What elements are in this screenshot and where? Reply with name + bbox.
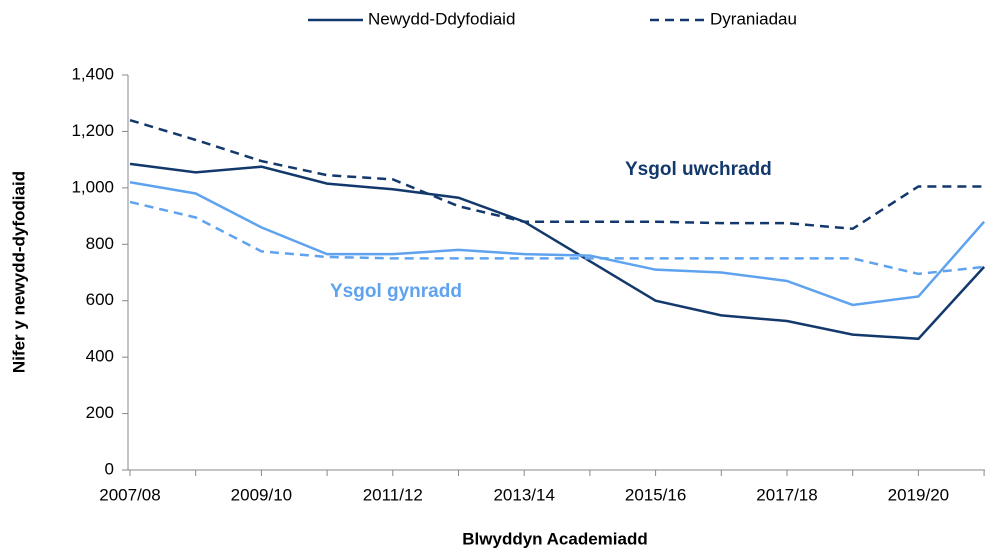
x-tick-label: 2017/18: [756, 485, 817, 504]
legend-label: Dyraniadau: [710, 9, 797, 28]
series-line: [129, 180, 985, 307]
series-line: [129, 118, 985, 231]
x-tick-label: 2015/16: [625, 485, 686, 504]
y-tick-label: 400: [86, 347, 114, 366]
series-line: [129, 200, 985, 276]
y-axis-title: Nifer y newydd-dyfodiaid: [9, 171, 28, 373]
annotation: Ysgol gynradd: [330, 281, 462, 302]
series-line: [129, 162, 985, 341]
x-axis-title: Blwyddyn Academiadd: [462, 529, 647, 548]
x-tick-label: 2019/20: [888, 485, 949, 504]
annotation: Ysgol uwchradd: [625, 159, 772, 180]
y-tick-label: 600: [86, 290, 114, 309]
y-tick-label: 1,000: [71, 177, 114, 196]
x-tick-label: 2011/12: [363, 485, 423, 504]
x-tick-label: 2007/08: [99, 485, 160, 504]
legend-label: Newydd-Ddyfodiaid: [368, 9, 515, 28]
y-tick-label: 1,200: [71, 121, 114, 140]
y-tick-label: 200: [86, 403, 114, 422]
y-tick-label: 800: [86, 234, 114, 253]
y-tick-label: 0: [105, 459, 114, 478]
x-tick-label: 2013/14: [493, 485, 554, 504]
x-tick-label: 2009/10: [231, 485, 292, 504]
y-tick-label: 1,400: [71, 64, 114, 83]
